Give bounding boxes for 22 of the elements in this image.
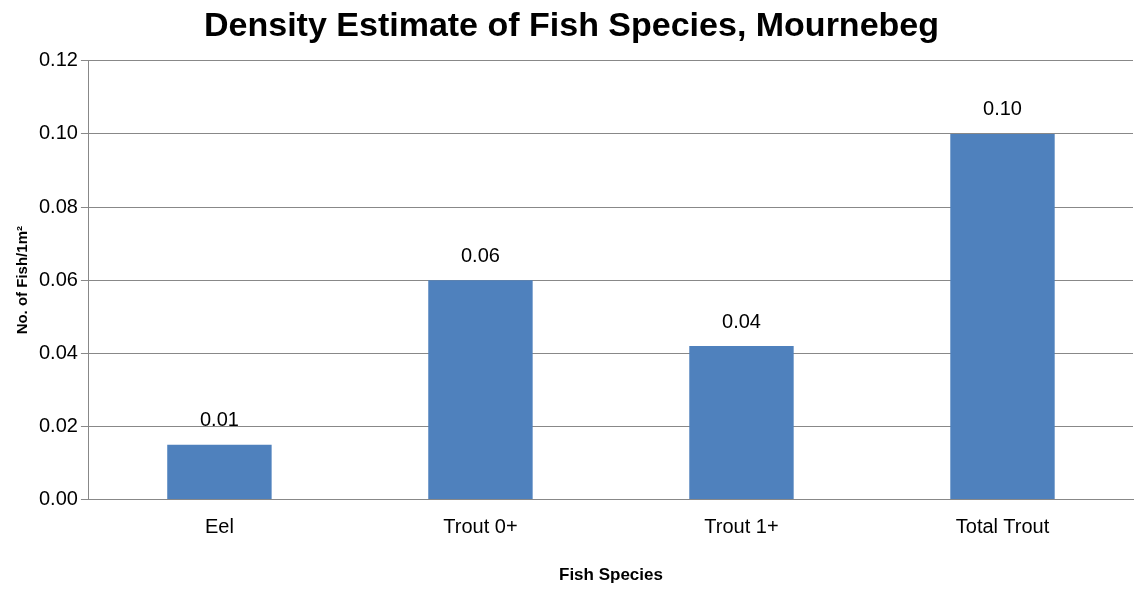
y-tick-label: 0.10	[38, 121, 78, 144]
data-label: 0.06	[460, 243, 500, 266]
y-tick-label: 0.08	[38, 194, 78, 217]
data-label: 0.10	[983, 97, 1022, 120]
y-tick-label: 0.04	[38, 340, 78, 363]
bar	[689, 346, 794, 500]
x-tick-label: Trout 1+	[704, 515, 779, 538]
x-tick-label: Trout 0+	[443, 515, 518, 538]
y-tick-label: 0.00	[38, 487, 78, 510]
y-tick-label: 0.02	[38, 413, 78, 436]
x-axis-title: Fish Species	[558, 565, 663, 585]
data-label: 0.01	[199, 408, 239, 431]
x-tick-label: Eel	[204, 515, 234, 538]
y-tick-label: 0.12	[38, 48, 78, 71]
x-tick-label: Total Trout	[955, 515, 1050, 538]
bar	[167, 444, 272, 500]
y-tick-label: 0.06	[38, 267, 78, 290]
chart-title: Density Estimate of Fish Species, Mournebeg	[204, 4, 939, 43]
data-label: 0.04	[722, 309, 761, 332]
y-axis-title: No. of Fish/1m²	[13, 226, 31, 335]
bar	[950, 133, 1055, 500]
bar	[428, 280, 533, 500]
